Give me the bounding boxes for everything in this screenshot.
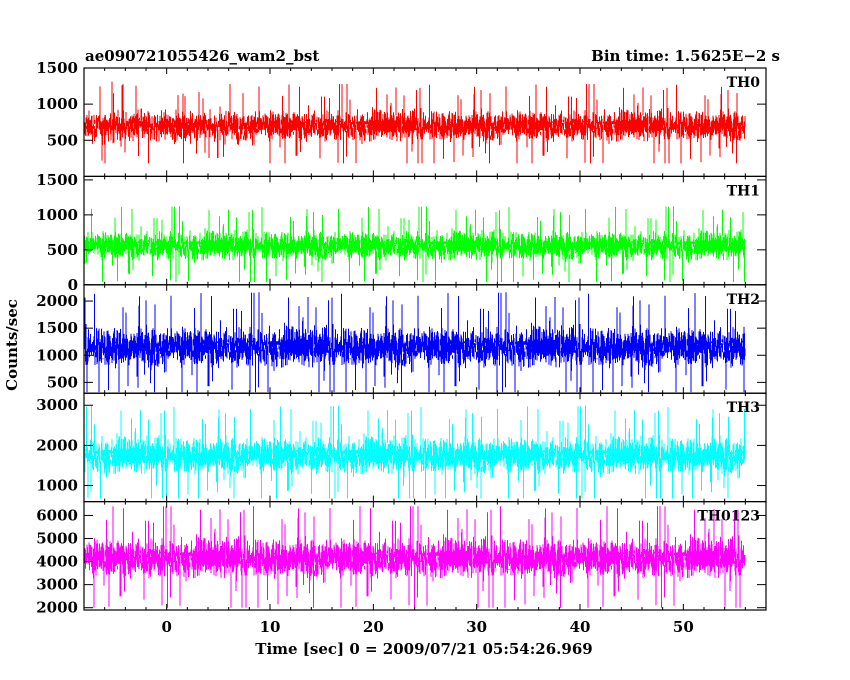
y-tick-label: 3000 [36, 576, 78, 594]
x-tick-label: 20 [363, 618, 384, 636]
y-tick-label: 1500 [36, 59, 78, 77]
x-tick-label: 30 [466, 618, 487, 636]
panel-th2: 500 1000 1500 2000 TH2 [36, 284, 767, 394]
y-tick-label: 3000 [36, 396, 78, 414]
x-tick-label: 50 [673, 618, 694, 636]
panels-group: 500 1000 1500 TH0 0 500 1000 1500 TH1 500 1000 1500… [36, 59, 767, 617]
y-tick-label: 0 [68, 276, 78, 294]
y-tick-label: 4000 [36, 553, 78, 571]
series-label-th2: TH2 [727, 292, 760, 308]
y-tick-label: 5000 [36, 530, 78, 548]
series-th2-trace [83, 292, 746, 393]
series-th0-trace [83, 81, 746, 164]
x-axis-label: Time [sec] 0 = 2009/07/21 05:54:26.969 [255, 640, 592, 658]
y-tick-label: 1500 [36, 171, 78, 189]
y-tick-label: 2000 [36, 292, 78, 310]
panel-th1: 0 500 1000 1500 TH1 [36, 171, 767, 294]
x-tick-label: 40 [570, 618, 591, 636]
y-tick-label: 500 [47, 373, 78, 391]
chart-title: ae090721055426_wam2_bst [85, 47, 319, 65]
x-tick-label: 0 [161, 618, 171, 636]
y-tick-label: 1000 [36, 95, 78, 113]
series-label-th1: TH1 [727, 183, 760, 199]
bin-time-label: Bin time: 1.5625E−2 s [591, 47, 780, 65]
panel-th0123: 2000 3000 4000 5000 6000 TH0123 [36, 501, 767, 617]
panel-frame [83, 501, 767, 611]
y-tick-label: 2000 [36, 436, 78, 454]
y-tick-label: 1500 [36, 319, 78, 337]
y-tick-label: 500 [47, 241, 78, 259]
panel-frame [83, 175, 767, 286]
y-tick-label: 6000 [36, 506, 78, 524]
series-th3-trace [83, 405, 746, 499]
series-label-th3: TH3 [727, 400, 760, 416]
y-tick-label: 1000 [36, 346, 78, 364]
series-label-th0: TH0 [727, 75, 761, 91]
y-axis-label: Counts/sec [3, 299, 21, 391]
y-tick-label: 500 [47, 131, 78, 149]
x-axis: 0 10 20 30 40 50 [161, 618, 693, 636]
series-th1-trace [83, 206, 746, 282]
y-tick-label: 1000 [36, 206, 78, 224]
y-tick-label: 2000 [36, 599, 78, 617]
panel-th0: 500 1000 1500 TH0 [36, 59, 767, 178]
x-tick-label: 10 [260, 618, 281, 636]
series-th0123-trace [83, 506, 746, 608]
series-label-th0123: TH0123 [697, 509, 760, 525]
panel-th3: 1000 2000 3000 TH3 [36, 392, 767, 503]
y-tick-label: 1000 [36, 477, 78, 495]
